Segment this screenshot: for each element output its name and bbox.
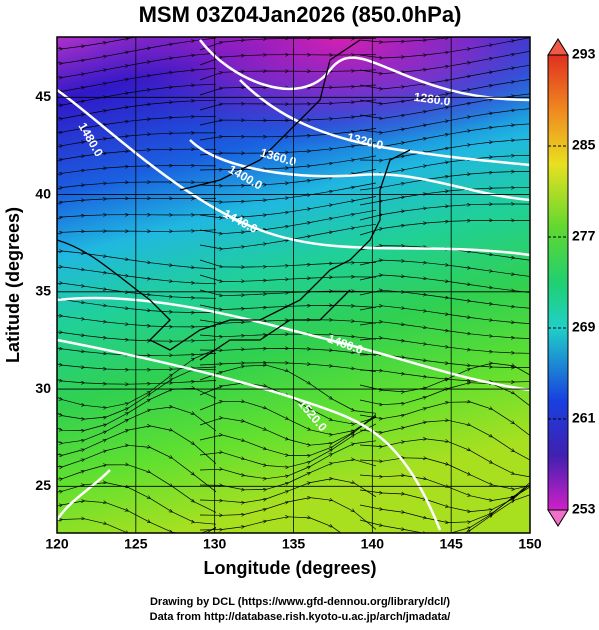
streamline bbox=[57, 166, 217, 180]
x-tick-label: 125 bbox=[124, 536, 148, 552]
colorbar-tick-label: 285 bbox=[572, 137, 596, 153]
streamline bbox=[199, 141, 377, 156]
colorbar-tick-label: 253 bbox=[572, 501, 596, 517]
streamline bbox=[57, 315, 217, 327]
colorbar-scale bbox=[547, 54, 569, 511]
streamline bbox=[359, 220, 530, 236]
x-tick-label: 120 bbox=[45, 536, 69, 552]
contour-line bbox=[57, 338, 442, 531]
streamline bbox=[199, 84, 377, 96]
x-tick-label: 150 bbox=[518, 536, 542, 552]
streamline bbox=[359, 204, 530, 221]
credit: Drawing by DCL (https://www.gfd-dennou.o… bbox=[150, 596, 450, 608]
credit: Data from http://database.rish.kyoto-u.a… bbox=[150, 611, 451, 623]
streamline bbox=[199, 348, 377, 356]
colorbar-tick-label: 269 bbox=[572, 319, 596, 335]
streamline bbox=[199, 155, 377, 170]
streamline bbox=[57, 283, 217, 298]
y-tick-label: 25 bbox=[35, 477, 51, 493]
streamline bbox=[360, 494, 530, 533]
streamline bbox=[57, 182, 216, 195]
colorbar-tick-label: 293 bbox=[572, 46, 596, 62]
colorbar: 253 261 269 277 285 293 bbox=[547, 38, 596, 527]
streamline bbox=[57, 149, 217, 165]
y-axis-label: Latitude (degrees) bbox=[3, 207, 23, 363]
streamline bbox=[57, 214, 217, 225]
streamline bbox=[57, 300, 217, 313]
x-tick-label: 135 bbox=[282, 536, 306, 552]
coastline bbox=[199, 289, 351, 361]
streamline bbox=[359, 188, 530, 206]
streamline bbox=[57, 230, 217, 240]
streamline bbox=[199, 54, 377, 66]
streamline bbox=[199, 517, 376, 533]
map-field bbox=[57, 37, 530, 533]
streamline bbox=[57, 330, 217, 341]
colorbar-extend-top bbox=[547, 38, 569, 56]
y-tick-label: 45 bbox=[35, 88, 51, 104]
y-tick-label: 35 bbox=[35, 283, 51, 299]
contour-line bbox=[189, 139, 530, 202]
streamline bbox=[57, 133, 216, 150]
coastline bbox=[179, 39, 361, 191]
streamlines bbox=[57, 37, 530, 533]
streamline bbox=[199, 70, 377, 81]
streamline bbox=[199, 128, 377, 141]
streamline bbox=[199, 113, 377, 126]
streamline bbox=[199, 334, 377, 340]
contour-line bbox=[199, 39, 530, 102]
colorbar-ticks: 253 261 269 277 285 293 bbox=[548, 46, 596, 517]
colorbar-tick-label: 261 bbox=[572, 410, 596, 426]
streamline bbox=[57, 117, 217, 136]
x-tick-label: 145 bbox=[439, 536, 463, 552]
colorbar-extend-bottom bbox=[547, 509, 569, 527]
contours bbox=[57, 39, 530, 531]
y-tick-label: 30 bbox=[35, 380, 51, 396]
streamline bbox=[199, 99, 377, 111]
axes: 120 125 130 135 140 145 150 25 30 35 40 45 bbox=[35, 37, 542, 552]
streamline bbox=[199, 290, 377, 296]
streamline bbox=[199, 38, 377, 51]
coastline bbox=[57, 149, 411, 351]
contour-line bbox=[57, 296, 530, 392]
streamline bbox=[199, 223, 377, 249]
contour-line bbox=[57, 88, 530, 257]
colorbar-tick-label: 277 bbox=[572, 228, 596, 244]
contour-label: 1280.0 bbox=[413, 90, 452, 109]
coastlines bbox=[57, 39, 411, 361]
streamline bbox=[57, 519, 217, 533]
streamline bbox=[199, 274, 377, 282]
title: MSM 03Z04Jan2026 (850.0hPa) bbox=[139, 2, 462, 27]
streamline bbox=[199, 320, 377, 324]
streamline bbox=[199, 259, 377, 267]
x-axis-label: Longitude (degrees) bbox=[203, 558, 376, 578]
contour-line bbox=[57, 469, 111, 521]
contour-line bbox=[239, 79, 530, 167]
y-tick-label: 40 bbox=[35, 185, 51, 201]
streamline bbox=[57, 198, 217, 210]
x-tick-label: 130 bbox=[203, 536, 227, 552]
x-tick-label: 140 bbox=[361, 536, 385, 552]
